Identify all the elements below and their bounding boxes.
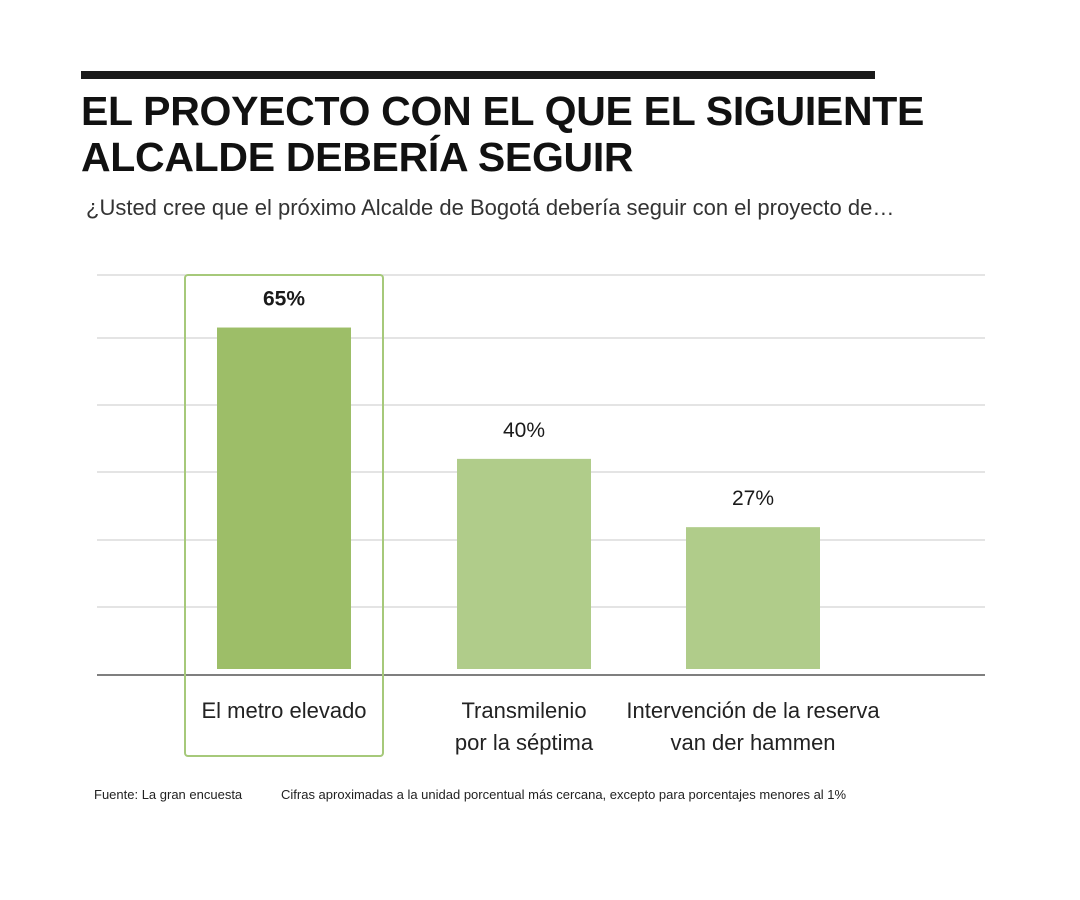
footer-source: Fuente: La gran encuesta (94, 787, 243, 802)
chart-title-line-2: ALCALDE DEBERÍA SEGUIR (81, 134, 634, 180)
category-label-2-line-1: Transmilenio (461, 698, 586, 723)
bar-1 (217, 327, 351, 669)
chart-subtitle: ¿Usted cree que el próximo Alcalde de Bo… (86, 195, 895, 220)
category-label-3-line-1: Intervención de la reserva (626, 698, 880, 723)
value-label-3: 27% (732, 487, 774, 510)
bar-3 (686, 527, 820, 669)
category-label-2-line-2: por la séptima (455, 730, 594, 755)
value-label-2: 40% (503, 419, 545, 442)
value-label-1: 65% (263, 288, 305, 311)
title-top-rule (81, 71, 875, 79)
chart-title-line-1: EL PROYECTO CON EL QUE EL SIGUIENTE (81, 88, 925, 134)
chart-title: EL PROYECTO CON EL QUE EL SIGUIENTE ALCA… (81, 88, 981, 180)
highlight-outline (184, 274, 384, 757)
category-label-3-line-2: van der hammen (670, 730, 835, 755)
bar-2 (457, 458, 591, 669)
footer-note: Cifras aproximadas a la unidad porcentua… (281, 787, 847, 802)
category-label-1-line-1: El metro elevado (201, 698, 366, 723)
